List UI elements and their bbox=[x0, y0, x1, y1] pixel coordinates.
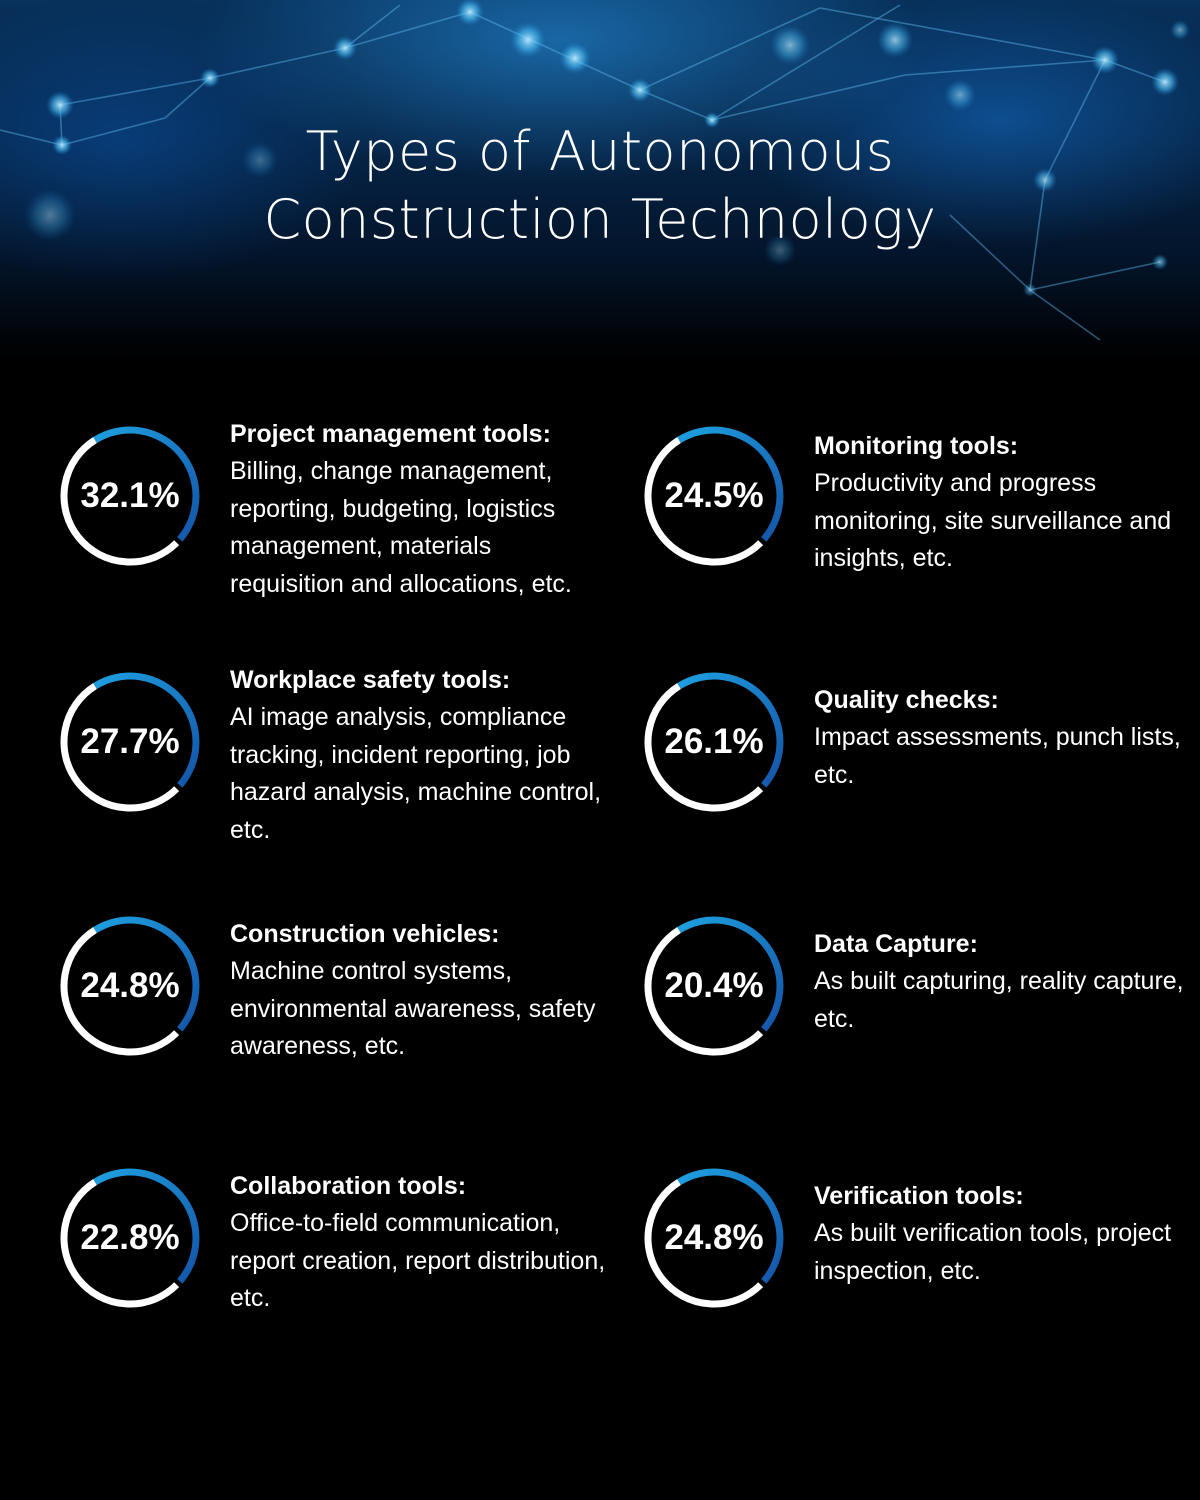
progress-ring-icon bbox=[60, 426, 200, 566]
ring-blue-arc bbox=[677, 426, 784, 542]
item-title: Workplace safety tools: bbox=[230, 666, 511, 694]
header-background-image: Types of Autonomous Construction Technol… bbox=[0, 0, 1200, 360]
item-description: Machine control systems, environmental a… bbox=[230, 957, 596, 1060]
percentage-ring: 24.8% bbox=[642, 1166, 786, 1310]
stat-item-collaboration: 22.8% Collaboration tools: Office-to-fie… bbox=[58, 1166, 618, 1366]
ring-white-arc bbox=[60, 683, 180, 812]
item-title: Collaboration tools: bbox=[230, 1172, 467, 1200]
ring-blue-arc bbox=[93, 1168, 200, 1284]
percentage-ring: 27.7% bbox=[58, 670, 202, 814]
item-title: Quality checks: bbox=[814, 686, 999, 714]
percentage-ring: 22.8% bbox=[58, 1166, 202, 1310]
page-title-line-2: Construction Technology bbox=[263, 188, 937, 251]
progress-ring-icon bbox=[644, 1168, 784, 1308]
stat-item-project-management: 32.1% Project management tools: Billing,… bbox=[58, 420, 618, 620]
percentage-ring: 24.5% bbox=[642, 424, 786, 568]
progress-ring-icon bbox=[60, 916, 200, 1056]
progress-ring-icon bbox=[60, 1168, 200, 1308]
item-description: As built verification tools, project ins… bbox=[814, 1219, 1172, 1285]
item-description: Billing, change management, reporting, b… bbox=[230, 457, 572, 598]
percentage-value: 22.8% bbox=[80, 1218, 180, 1257]
ring-blue-arc bbox=[677, 916, 784, 1032]
stat-item-quality-checks: 26.1% Quality checks: Impact assessments… bbox=[642, 668, 1200, 868]
page-title-line-1: Types of Autonomous bbox=[305, 120, 895, 183]
percentage-ring: 26.1% bbox=[642, 670, 786, 814]
percentage-value: 32.1% bbox=[80, 476, 180, 515]
ring-white-arc bbox=[644, 927, 764, 1056]
item-description: As built capturing, reality capture, etc… bbox=[814, 967, 1184, 1033]
stat-item-verification: 24.8% Verification tools: As built verif… bbox=[642, 1166, 1200, 1366]
percentage-ring: 20.4% bbox=[642, 914, 786, 1058]
ring-white-arc bbox=[60, 1179, 180, 1308]
network-nodes-graphic bbox=[0, 0, 1190, 341]
item-description: Impact assessments, punch lists, etc. bbox=[814, 723, 1181, 789]
progress-ring-icon bbox=[644, 426, 784, 566]
percentage-ring: 24.8% bbox=[58, 914, 202, 1058]
item-title: Project management tools: bbox=[230, 420, 551, 448]
page-title: Types of Autonomous Construction Technol… bbox=[0, 118, 1200, 254]
item-title: Monitoring tools: bbox=[814, 432, 1019, 460]
percentage-value: 27.7% bbox=[80, 722, 180, 761]
ring-white-arc bbox=[60, 927, 180, 1056]
ring-white-arc bbox=[644, 683, 764, 812]
item-title: Data Capture: bbox=[814, 930, 978, 958]
item-description: Productivity and progress monitoring, si… bbox=[814, 469, 1172, 572]
percentage-ring: 32.1% bbox=[58, 424, 202, 568]
ring-white-arc bbox=[644, 1179, 764, 1308]
percentage-value: 24.8% bbox=[80, 966, 180, 1005]
progress-ring-icon bbox=[644, 672, 784, 812]
item-title: Verification tools: bbox=[814, 1182, 1024, 1210]
percentage-value: 24.5% bbox=[664, 476, 764, 515]
ring-blue-arc bbox=[93, 672, 200, 788]
item-description: Office-to-field communication, report cr… bbox=[230, 1209, 606, 1312]
stat-item-workplace-safety: 27.7% Workplace safety tools: AI image a… bbox=[58, 666, 618, 868]
progress-ring-icon bbox=[644, 916, 784, 1056]
percentage-value: 24.8% bbox=[664, 1218, 764, 1257]
percentage-value: 26.1% bbox=[664, 722, 764, 761]
ring-white-arc bbox=[60, 437, 180, 566]
ring-blue-arc bbox=[93, 426, 200, 542]
item-title: Construction vehicles: bbox=[230, 920, 500, 948]
ring-blue-arc bbox=[93, 916, 200, 1032]
item-description: AI image analysis, compliance tracking, … bbox=[230, 703, 602, 844]
progress-ring-icon bbox=[60, 672, 200, 812]
stat-item-data-capture: 20.4% Data Capture: As built capturing, … bbox=[642, 914, 1200, 1114]
stat-item-construction-vehicles: 24.8% Construction vehicles: Machine con… bbox=[58, 914, 618, 1114]
percentage-value: 20.4% bbox=[664, 966, 764, 1005]
ring-blue-arc bbox=[677, 672, 784, 788]
ring-white-arc bbox=[644, 437, 764, 566]
stat-item-monitoring: 24.5% Monitoring tools: Productivity and… bbox=[642, 422, 1200, 622]
ring-blue-arc bbox=[677, 1168, 784, 1284]
